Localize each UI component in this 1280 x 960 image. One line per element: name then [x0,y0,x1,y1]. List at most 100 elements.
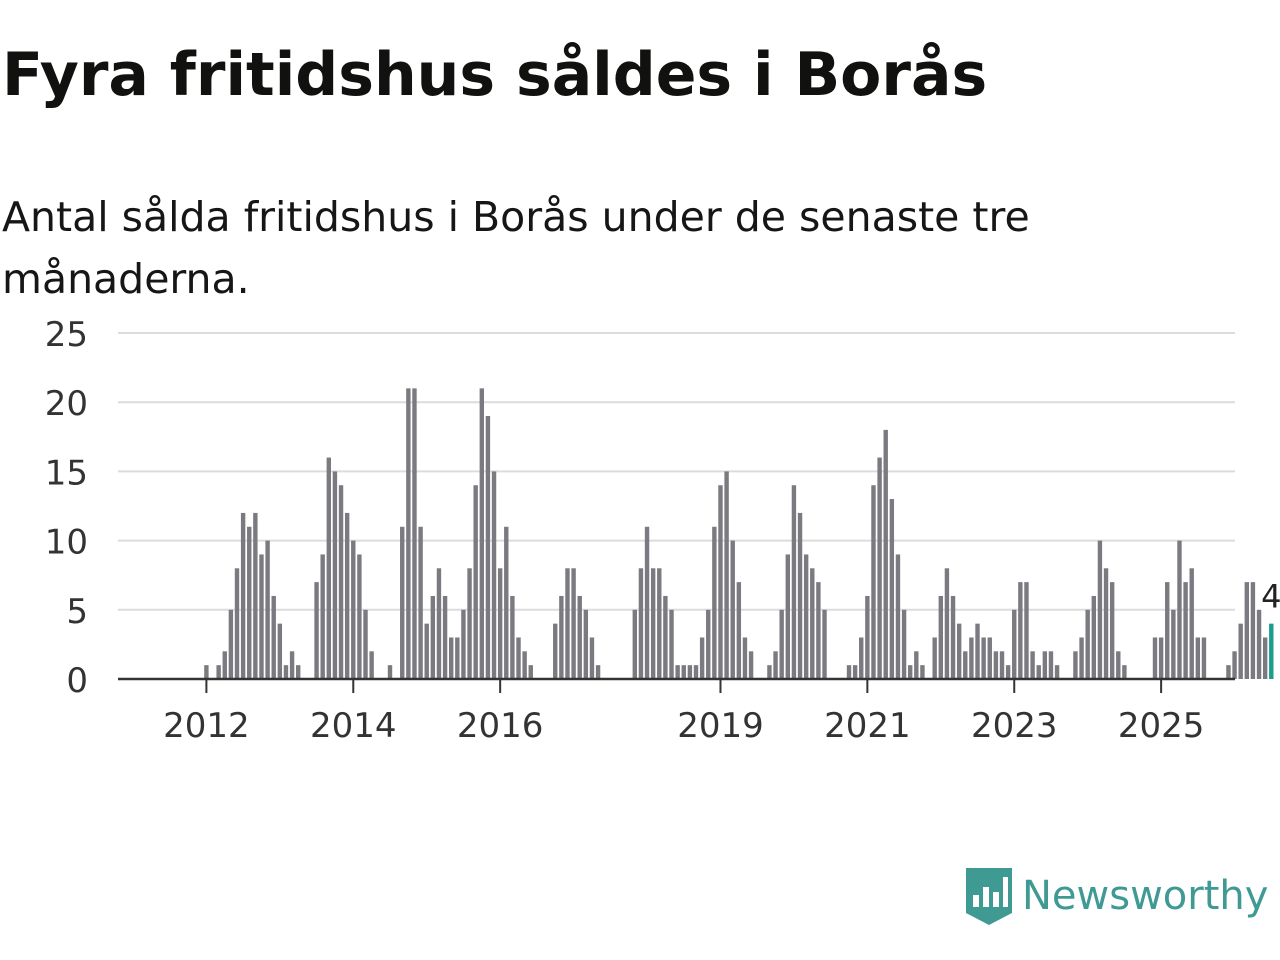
x-tick-label: 2019 [677,706,764,746]
bar [644,526,650,679]
bar [351,540,356,679]
bar [583,609,589,679]
bar [595,665,601,679]
bar [791,485,797,679]
bar [638,568,644,679]
bar [479,388,484,679]
bar [216,665,221,679]
bar [871,485,876,679]
bar [822,609,827,679]
bar [1183,582,1188,679]
bar [1122,665,1127,679]
bar [418,526,423,679]
bar [950,595,956,679]
bar [1109,582,1115,679]
bar [748,651,754,679]
y-tick-label: 0 [66,661,88,701]
bar [1042,651,1048,679]
bar [1201,637,1207,679]
bar [363,609,368,679]
bar [314,582,319,679]
bar [865,595,870,679]
bar [277,623,283,679]
bar [650,568,656,679]
bar [1005,665,1011,679]
bar [571,568,576,679]
bar [1012,609,1017,679]
bar [895,554,901,679]
bar [1079,637,1084,679]
bar [681,665,686,679]
bar [553,623,558,679]
bar [516,637,521,679]
bar [742,637,748,679]
bar [932,637,937,679]
bar [1256,609,1262,679]
bar [706,609,711,679]
x-tick-label: 2025 [1118,706,1205,746]
bar [400,526,405,679]
bar [442,595,448,679]
bar [981,637,986,679]
x-tick-label: 2016 [457,706,544,746]
x-tick-label: 2021 [824,706,911,746]
bar [920,665,925,679]
x-tick-label: 2023 [971,706,1058,746]
bar [987,637,992,679]
bar [528,665,533,679]
bar [522,651,527,679]
bar [1177,540,1182,679]
bar [1189,568,1194,679]
bar [773,651,778,679]
bar [234,568,240,679]
bar [810,568,815,679]
bar [504,526,509,679]
y-tick-label: 20 [45,384,88,424]
bar [718,485,723,679]
bar [344,512,350,679]
bar [289,651,295,679]
bar [1103,568,1109,679]
bar [332,471,338,679]
bar [1232,651,1237,679]
bar [510,595,515,679]
bar [296,665,301,679]
bar [889,499,895,679]
bar [253,512,258,679]
bar [491,471,497,679]
bar [1073,651,1078,679]
y-tick-label: 25 [45,315,88,355]
bar [247,526,252,679]
bar [883,429,888,679]
bar [803,554,809,679]
newsworthy-logo-icon [966,868,1012,925]
bar [320,554,325,679]
brand-name: Newsworthy [1022,873,1269,919]
bar [1024,582,1029,679]
bar [779,609,784,679]
bar [559,595,564,679]
bar [724,471,729,679]
bar [1226,665,1231,679]
bar [1262,637,1268,679]
bar [632,609,637,679]
bar [846,665,852,679]
bar [852,665,858,679]
bar [449,637,454,679]
bar [730,540,735,679]
bar [1116,651,1121,679]
bar [938,595,943,679]
bar [797,512,803,679]
bar [259,554,264,679]
bar [1158,637,1164,679]
bar [338,485,344,679]
bar [473,485,478,679]
bar [1030,651,1035,679]
bar [357,554,362,679]
bar [687,665,693,679]
bar [956,623,962,679]
x-tick-label: 2012 [163,706,250,746]
bar [436,568,442,679]
bar [1085,609,1090,679]
x-tick-label: 2014 [310,706,397,746]
